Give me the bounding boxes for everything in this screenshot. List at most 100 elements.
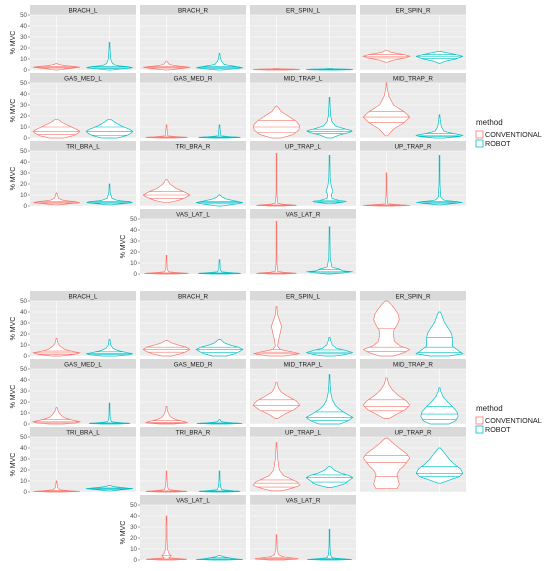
y-tick-label: 0 (24, 489, 28, 496)
facet-title: VAS_LAT_L (176, 497, 210, 504)
facet-title: TRI_BRA_R (176, 429, 211, 436)
facet-strip (30, 73, 136, 83)
legend-label-conventional: CONVENTIONAL (485, 130, 542, 139)
facet-title: MID_TRAP_L (284, 75, 323, 82)
facet-title: VAS_LAT_L (176, 211, 210, 218)
facet-up-trap-l: UP_TRAP_L (250, 427, 356, 493)
y-tick-label: 0 (24, 135, 28, 142)
y-tick-label: 30 (20, 102, 27, 109)
facet-strip (140, 359, 246, 369)
y-tick-label: 30 (20, 388, 27, 395)
y-tick-label: 0 (24, 203, 28, 210)
facet-title: TRI_BRA_L (66, 143, 100, 150)
facet-mid-trap-l: MID_TRAP_L (250, 359, 356, 425)
y-tick-label: 40 (20, 23, 27, 30)
violin-conventional (32, 338, 81, 357)
facet-er-spin-r: ER_SPIN_R (360, 291, 466, 357)
facet-strip (250, 141, 356, 151)
facet-strip (250, 5, 356, 15)
y-tick-label: 10 (130, 260, 137, 267)
y-tick-label: 20 (20, 331, 27, 338)
y-axis-title: % MVC (10, 453, 17, 477)
violin-robot (198, 124, 241, 139)
y-tick-label: 0 (134, 557, 138, 564)
y-tick-label: 50 (130, 502, 137, 509)
violin-robot (86, 42, 133, 71)
y-tick-label: 50 (20, 434, 27, 441)
violin-conventional (145, 124, 188, 139)
violin-robot (195, 339, 244, 357)
y-tick-label: 50 (20, 298, 27, 305)
violin-robot (415, 311, 464, 357)
facet-er-spin-l: ER_SPIN_L (250, 5, 356, 71)
y-tick-label: 20 (20, 45, 27, 52)
facet-mid-trap-r: MID_TRAP_R (360, 73, 466, 139)
facet-title: TRI_BRA_L (66, 429, 100, 436)
facet-tri-bra-l: TRI_BRA_L 0 10 20 30 40 50 % MVC (10, 141, 136, 210)
violin-conventional (144, 406, 189, 425)
y-tick-label: 20 (20, 399, 27, 406)
facet-er-spin-r: ER_SPIN_R (360, 5, 466, 71)
violin-robot (88, 402, 131, 425)
facet-strip (360, 359, 466, 369)
y-tick-label: 20 (20, 113, 27, 120)
violin-robot (196, 53, 243, 71)
facet-brach-r: BRACH_R (140, 291, 246, 357)
violin-robot (307, 226, 352, 275)
y-axis-title: % MVC (10, 31, 17, 55)
violin-conventional (33, 480, 80, 493)
y-tick-label: 10 (130, 546, 137, 553)
facet-title: VAS_LAT_R (286, 211, 321, 218)
facet-title: UP_TRAP_R (394, 143, 432, 150)
facet-strip (360, 291, 466, 301)
violin-robot (420, 387, 459, 425)
facet-title: BRACH_L (68, 293, 98, 300)
facet-brach-l: BRACH_L 0 10 20 30 40 50 % MVC (10, 5, 136, 74)
legend-key-robot (475, 139, 484, 148)
violin-robot (415, 447, 464, 484)
y-axis-title: % MVC (10, 317, 17, 341)
violin-conventional (363, 172, 410, 207)
facet-vas-lat-l: VAS_LAT_L 0 10 20 30 40 50 % MVC (120, 209, 246, 278)
y-tick-label: 0 (24, 421, 28, 428)
violin-robot (198, 259, 241, 275)
y-tick-label: 50 (20, 148, 27, 155)
violin-conventional (363, 377, 410, 419)
facet-title: ER_SPIN_L (286, 293, 320, 300)
facet-title: ER_SPIN_L (286, 7, 320, 14)
violin-conventional (144, 254, 189, 275)
violin-conventional (363, 437, 410, 490)
y-tick-label: 40 (20, 377, 27, 384)
facet-strip (30, 141, 136, 151)
violin-robot (306, 96, 353, 139)
facet-up-trap-r: UP_TRAP_R (360, 427, 466, 493)
violin-conventional (252, 306, 301, 357)
facet-strip (250, 209, 356, 219)
y-tick-label: 40 (20, 445, 27, 452)
legend-key-conventional (475, 130, 484, 139)
facet-title: ER_SPIN_R (396, 293, 431, 300)
violin-conventional (258, 220, 295, 275)
y-tick-label: 30 (20, 34, 27, 41)
facet-gas-med-r: GAS_MED_R (140, 73, 246, 139)
y-tick-label: 0 (24, 353, 28, 360)
facet-title: ER_SPIN_R (396, 7, 431, 14)
y-tick-label: 20 (20, 467, 27, 474)
facet-tri-bra-r: TRI_BRA_R (140, 141, 246, 207)
y-tick-label: 50 (20, 80, 27, 87)
y-tick-label: 10 (20, 192, 27, 199)
facet-title: BRACH_L (68, 7, 98, 14)
y-tick-label: 40 (130, 513, 137, 520)
facet-title: UP_TRAP_R (394, 429, 432, 436)
facet-title: BRACH_R (178, 293, 209, 300)
facet-mid-trap-l: MID_TRAP_L (250, 73, 356, 139)
facet-strip (250, 427, 356, 437)
violin-robot (417, 155, 462, 206)
y-tick-label: 50 (20, 12, 27, 19)
chart-1: BRACH_L 0 10 20 30 40 50 % MVC BRACH_R ER_SPIN_L E… (10, 5, 542, 278)
facet-strip (360, 141, 466, 151)
facet-strip (140, 5, 246, 15)
facet-strip (250, 359, 356, 369)
facet-title: MID_TRAP_L (284, 361, 323, 368)
